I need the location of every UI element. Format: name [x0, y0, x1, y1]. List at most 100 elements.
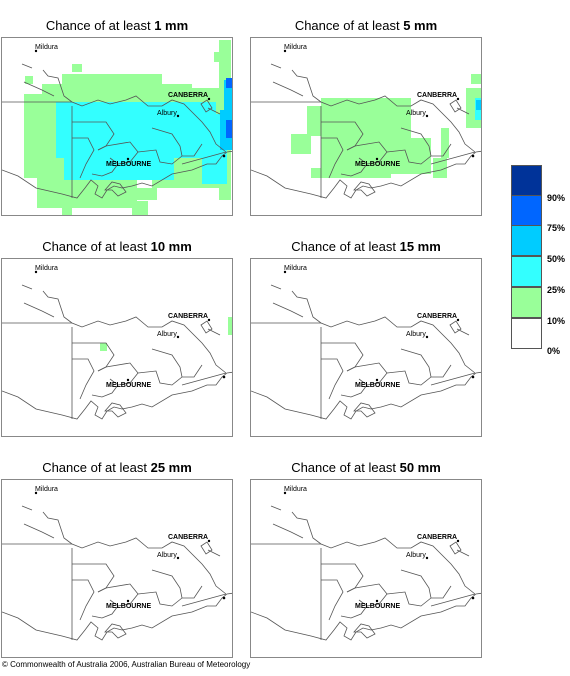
place-dot	[425, 335, 429, 339]
place-dot	[375, 157, 379, 161]
legend-label-75: 75%	[547, 223, 566, 233]
probability-cell	[62, 74, 162, 84]
boundary-line	[321, 137, 344, 179]
boundary-line	[207, 107, 221, 115]
panel-title: Chance of at least 50 mm	[291, 460, 441, 475]
place-dot	[456, 539, 460, 543]
gabo-island-dot	[471, 375, 475, 379]
boundary-line	[23, 81, 55, 97]
legend-label-90: 90%	[547, 193, 566, 203]
legend-swatch-25	[511, 256, 542, 287]
boundary-line	[91, 384, 119, 398]
boundary-line	[400, 569, 452, 599]
boundary-line	[42, 290, 227, 374]
panel-5mm: Chance of at least 5 mm Mildura CANBERRA A…	[250, 18, 482, 234]
probability-cell	[433, 158, 447, 178]
map-boundaries	[251, 284, 481, 420]
probability-cells	[24, 40, 232, 215]
boundary-line	[91, 163, 119, 177]
boundary-line	[386, 149, 432, 165]
legend-swatch-50	[511, 225, 542, 256]
place-dot	[34, 270, 38, 274]
panel-25mm: Chance of at least 25 mm Mildura CANBERRA…	[1, 460, 233, 676]
place-labels: Mildura CANBERRA Albury MELBOURNE	[34, 265, 211, 389]
probability-cell	[471, 74, 481, 84]
boundary-line	[430, 151, 476, 165]
boundary-line	[291, 69, 476, 153]
place-label-albury: Albury	[406, 331, 426, 338]
place-label-melbourne: MELBOURNE	[355, 603, 400, 610]
probability-cell	[307, 106, 329, 136]
boundary-line	[291, 511, 476, 595]
map-50mm: Mildura CANBERRA Albury MELBOURNE	[250, 479, 482, 658]
place-label-canberra: CANBERRA	[417, 92, 457, 99]
boundary-line	[42, 511, 227, 595]
probability-cell	[226, 120, 232, 138]
probability-cell	[62, 208, 72, 215]
panel-1mm: Chance of at least 1 mm Mildura CANBERRA A…	[1, 18, 233, 234]
boundary-line	[291, 290, 476, 374]
port-phillip-bay	[104, 402, 127, 418]
boundary-line	[270, 505, 282, 511]
place-label-canberra: CANBERRA	[417, 313, 457, 320]
boundary-line	[181, 151, 227, 165]
boundary-line	[21, 505, 33, 511]
port-phillip-bay	[353, 623, 376, 639]
place-label-canberra: CANBERRA	[417, 534, 457, 541]
gabo-island-dot	[471, 596, 475, 600]
map-boundaries	[251, 63, 481, 199]
probability-cell	[42, 84, 192, 94]
panel-50mm: Chance of at least 50 mm Mildura CANBERRA…	[250, 460, 482, 676]
panel-title: Chance of at least 10 mm	[42, 239, 192, 254]
boundary-line	[346, 145, 356, 151]
place-label-mildura: Mildura	[35, 486, 58, 493]
place-label-melbourne: MELBOURNE	[106, 161, 151, 168]
legend-swatch-0	[511, 318, 542, 349]
place-label-mildura: Mildura	[284, 44, 307, 51]
probability-cell	[351, 158, 371, 168]
boundary-line	[321, 579, 344, 621]
boundary-line	[449, 320, 462, 334]
boundary-line	[449, 99, 462, 113]
place-dot	[456, 97, 460, 101]
boundary-line	[400, 348, 452, 378]
boundary-line	[354, 362, 388, 386]
boundary-line	[23, 302, 55, 318]
place-dot	[425, 556, 429, 560]
boundary-line	[200, 541, 213, 555]
boundary-line	[456, 328, 470, 336]
place-dot	[176, 556, 180, 560]
place-dot	[34, 491, 38, 495]
place-dot	[34, 49, 38, 53]
place-dot	[126, 157, 130, 161]
gabo-island-dot	[222, 596, 226, 600]
legend-swatch-75	[511, 195, 542, 226]
place-dot	[126, 378, 130, 382]
probability-cell	[228, 317, 232, 335]
place-dot	[176, 114, 180, 118]
place-dot	[425, 114, 429, 118]
map-25mm: Mildura CANBERRA Albury MELBOURNE	[1, 479, 233, 658]
boundary-line	[430, 372, 476, 386]
map-5mm: Mildura CANBERRA Albury MELBOURNE	[250, 37, 482, 216]
place-dot	[375, 378, 379, 382]
probability-cell	[321, 98, 411, 138]
place-label-albury: Albury	[157, 331, 177, 338]
place-label-albury: Albury	[406, 552, 426, 559]
boundary-line	[386, 370, 432, 386]
boundary-line	[386, 591, 432, 607]
boundary-line	[340, 384, 368, 398]
boundary-line	[137, 370, 183, 386]
boundary-line	[181, 372, 227, 386]
place-dot	[283, 49, 287, 53]
place-label-mildura: Mildura	[35, 44, 58, 51]
place-label-albury: Albury	[157, 552, 177, 559]
boundary-line	[251, 592, 481, 641]
boundary-line	[105, 362, 139, 386]
place-label-albury: Albury	[157, 110, 177, 117]
boundary-line	[200, 99, 213, 113]
place-label-mildura: Mildura	[284, 265, 307, 272]
boundary-line	[151, 348, 203, 378]
probability-cell	[100, 343, 107, 351]
place-dot	[283, 270, 287, 274]
